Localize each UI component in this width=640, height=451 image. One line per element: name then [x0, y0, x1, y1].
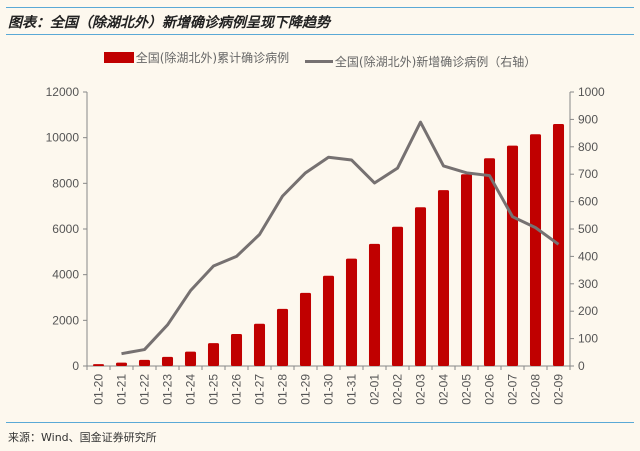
x-tick-label: 02-09: [552, 374, 566, 405]
legend-item-new: 全国(除湖北外)新增确诊病例（右轴）: [304, 53, 537, 70]
chart-title: 图表：全国（除湖北外）新增确诊病例呈现下降趋势: [8, 15, 330, 31]
x-tick-label: 02-02: [391, 374, 405, 405]
x-tick-label: 02-01: [368, 374, 382, 405]
legend: 全国(除湖北外)累计确诊病例 全国(除湖北外)新增确诊病例（右轴）: [0, 49, 640, 70]
left-tick-label: 6000: [52, 222, 79, 236]
bar-01-30: [322, 275, 335, 366]
right-tick-label: 400: [578, 249, 598, 263]
source-note: 来源：Wind、国金证券研究所: [8, 431, 157, 444]
x-tick-label: 01-27: [253, 374, 267, 405]
bar-01-29: [299, 292, 312, 366]
x-tick-label: 01-25: [207, 374, 221, 405]
bar-02-06: [483, 158, 496, 366]
x-tick-label: 02-08: [529, 374, 543, 405]
bar-02-03: [414, 207, 427, 366]
right-tick-label: 800: [578, 140, 598, 154]
left-tick-label: 2000: [52, 313, 79, 327]
right-tick-label: 100: [578, 332, 598, 346]
right-tick-label: 500: [578, 222, 598, 236]
bar-01-31: [345, 258, 358, 366]
bar-01-21: [115, 362, 128, 366]
footer-divider: [6, 422, 634, 423]
legend-label: 全国(除湖北外)累计确诊病例: [135, 51, 290, 65]
left-tick-label: 12000: [46, 85, 80, 99]
right-tick-label: 300: [578, 277, 598, 291]
x-tick-label: 02-03: [414, 374, 428, 405]
title-divider: [6, 34, 634, 35]
bar-01-26: [230, 334, 243, 366]
bar-01-22: [138, 359, 151, 366]
top-divider: [6, 7, 634, 8]
x-tick-label: 02-06: [483, 374, 497, 405]
right-tick-label: 0: [578, 359, 585, 373]
legend-label: 全国(除湖北外)新增确诊病例（右轴）: [334, 55, 537, 69]
bar-02-05: [460, 174, 473, 366]
bar-01-27: [253, 323, 266, 366]
bar-01-24: [184, 351, 197, 366]
right-tick-label: 200: [578, 304, 598, 318]
bar-01-20: [92, 364, 105, 366]
right-tick-label: 900: [578, 112, 598, 126]
bar-02-02: [391, 226, 404, 366]
x-tick-label: 01-21: [115, 374, 129, 405]
left-tick-label: 0: [72, 359, 79, 373]
left-tick-label: 10000: [46, 131, 80, 145]
x-tick-label: 02-04: [437, 374, 451, 405]
bar-02-09: [552, 123, 565, 366]
x-tick-label: 01-24: [184, 374, 198, 405]
legend-bar-swatch: [103, 52, 134, 63]
legend-line-swatch: [304, 60, 333, 63]
x-tick-label: 02-05: [460, 374, 474, 405]
x-tick-label: 01-23: [161, 374, 175, 405]
new-cases-line: [121, 120, 560, 356]
bar-02-04: [437, 190, 450, 366]
bar-02-07: [506, 145, 519, 366]
bar-02-01: [368, 243, 381, 366]
left-tick-label: 4000: [52, 268, 79, 282]
bar-01-25: [207, 343, 220, 366]
x-tick-label: 01-29: [299, 374, 313, 405]
right-tick-label: 700: [578, 167, 598, 181]
x-tick-label: 01-31: [345, 374, 359, 405]
bar-01-23: [161, 356, 174, 366]
x-tick-label: 02-07: [506, 374, 520, 405]
x-tick-label: 01-22: [138, 374, 152, 405]
x-tick-label: 01-28: [276, 374, 290, 405]
x-tick-label: 01-26: [230, 374, 244, 405]
right-tick-label: 1000: [578, 85, 605, 99]
right-tick-label: 600: [578, 195, 598, 209]
left-tick-label: 8000: [52, 176, 79, 190]
chart-svg: 0 2000 4000 6000 8000 10000 12000 0 100 200 300 400…: [46, 85, 605, 405]
x-tick-label: 01-30: [322, 374, 336, 405]
bar-02-08: [529, 134, 542, 366]
bar-01-28: [276, 308, 289, 366]
x-tick-label: 01-20: [92, 374, 106, 405]
legend-item-cumulative: 全国(除湖北外)累计确诊病例: [103, 49, 290, 66]
